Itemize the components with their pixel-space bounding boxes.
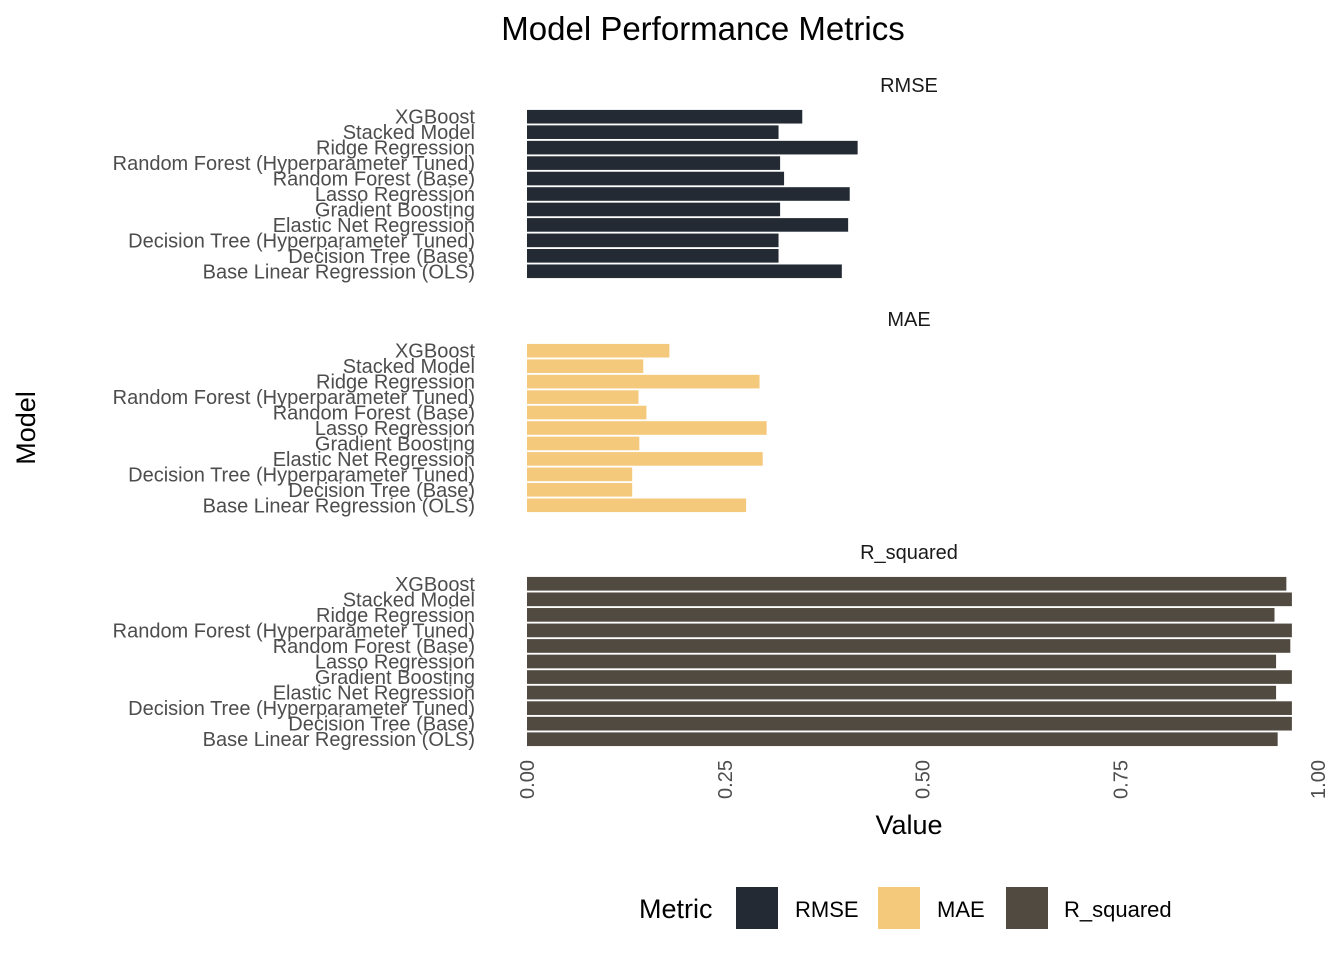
bar-mae bbox=[527, 468, 632, 482]
bar-rmse bbox=[527, 187, 850, 201]
bar-rmse bbox=[527, 203, 780, 217]
bar-r_squared bbox=[527, 717, 1292, 731]
bar-r_squared bbox=[527, 608, 1274, 622]
bar-rmse bbox=[527, 249, 779, 263]
bar-rmse bbox=[527, 110, 802, 124]
legend-label: RMSE bbox=[795, 897, 859, 922]
bar-rmse bbox=[527, 141, 858, 155]
strip-label: RMSE bbox=[880, 75, 938, 97]
x-axis-title: Value bbox=[875, 810, 942, 840]
bar-rmse bbox=[527, 172, 784, 186]
bar-mae bbox=[527, 483, 632, 497]
bar-r_squared bbox=[527, 592, 1292, 606]
bar-r_squared bbox=[527, 624, 1292, 638]
legend-key-mae bbox=[878, 887, 920, 929]
legend-label: MAE bbox=[937, 897, 985, 922]
bar-rmse bbox=[527, 218, 848, 232]
legend-key-rmse bbox=[736, 887, 778, 929]
chart-title: Model Performance Metrics bbox=[501, 10, 904, 47]
x-tick-label: 0.25 bbox=[715, 760, 737, 799]
y-axis-title: Model bbox=[11, 391, 41, 465]
x-tick-label: 1.00 bbox=[1308, 760, 1330, 799]
bar-mae bbox=[527, 390, 639, 404]
bar-rmse bbox=[527, 125, 779, 139]
y-tick-label: Base Linear Regression (OLS) bbox=[203, 261, 475, 283]
bar-mae bbox=[527, 452, 763, 466]
bar-mae bbox=[527, 437, 639, 451]
x-axis: 0.00 0.25 0.50 0.75 1.00 bbox=[517, 760, 1330, 799]
bar-rmse bbox=[527, 264, 842, 278]
legend-title: Metric bbox=[639, 894, 713, 924]
y-tick-label: Base Linear Regression (OLS) bbox=[203, 495, 475, 517]
bar-mae bbox=[527, 406, 646, 420]
bar-r_squared bbox=[527, 686, 1276, 700]
x-tick-label: 0.50 bbox=[913, 760, 935, 799]
legend-key-r_squared bbox=[1006, 887, 1048, 929]
bar-rmse bbox=[527, 234, 779, 248]
bar-r_squared bbox=[527, 655, 1276, 669]
bar-mae bbox=[527, 344, 669, 358]
strip-label: MAE bbox=[887, 309, 930, 331]
bar-mae bbox=[527, 498, 746, 512]
bar-r_squared bbox=[527, 639, 1290, 653]
bar-mae bbox=[527, 375, 760, 389]
bar-r_squared bbox=[527, 732, 1278, 746]
bar-mae bbox=[527, 421, 767, 435]
bar-rmse bbox=[527, 156, 780, 170]
bar-mae bbox=[527, 359, 643, 373]
bar-r_squared bbox=[527, 670, 1292, 684]
legend: Metric RMSE MAE R_squared bbox=[639, 887, 1172, 929]
x-tick-label: 0.75 bbox=[1110, 760, 1132, 799]
y-tick-label: Base Linear Regression (OLS) bbox=[203, 729, 475, 751]
bar-r_squared bbox=[527, 577, 1286, 591]
legend-label: R_squared bbox=[1064, 897, 1172, 922]
bar-r_squared bbox=[527, 701, 1292, 715]
x-tick-label: 0.00 bbox=[517, 760, 539, 799]
strip-label: R_squared bbox=[860, 542, 958, 564]
